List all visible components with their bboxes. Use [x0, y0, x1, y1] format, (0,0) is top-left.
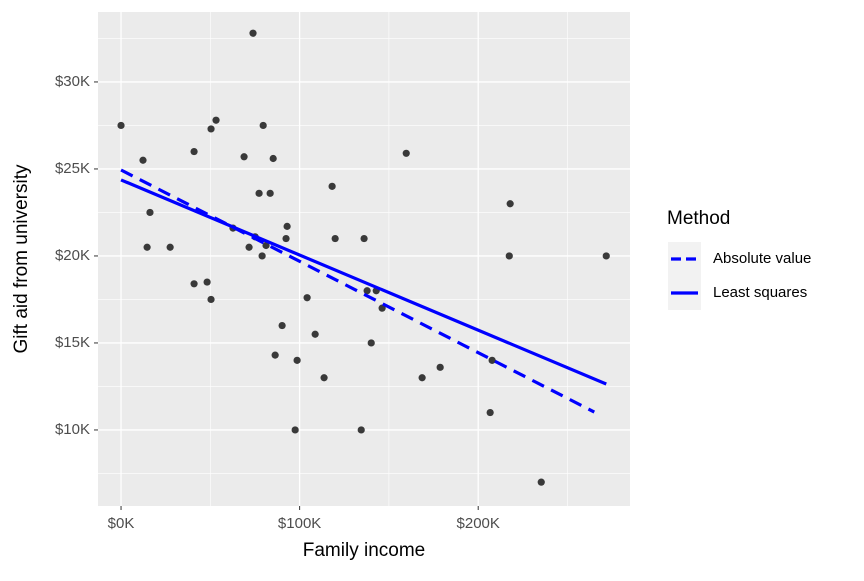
- legend-title: Method: [667, 208, 730, 229]
- point: [117, 121, 125, 130]
- point: [311, 330, 319, 338]
- legend-label: Absolute value: [713, 250, 811, 267]
- y-tick-label: $30K: [55, 73, 90, 90]
- legend-label: Least squares: [713, 284, 807, 301]
- point: [506, 200, 514, 208]
- point: [331, 234, 339, 243]
- point: [418, 374, 426, 382]
- x-tick-label: $0K: [108, 515, 135, 532]
- y-tick-label: $20K: [55, 247, 90, 264]
- point: [378, 304, 386, 312]
- point: [278, 321, 286, 330]
- point: [303, 294, 311, 302]
- point: [602, 252, 610, 260]
- x-tick-label: $200K: [457, 515, 500, 532]
- point: [357, 426, 365, 434]
- fit-line: [120, 178, 607, 386]
- point: [190, 280, 198, 288]
- point: [262, 241, 270, 250]
- y-axis-title: Gift aid from university: [11, 164, 32, 353]
- point: [293, 356, 301, 364]
- point: [328, 182, 336, 190]
- y-tick-label: $10K: [55, 421, 90, 438]
- point: [505, 252, 513, 260]
- point: [143, 243, 151, 251]
- point: [240, 153, 248, 161]
- grid: [98, 12, 630, 506]
- point: [402, 149, 410, 157]
- point: [282, 234, 290, 243]
- point: [486, 408, 494, 417]
- point: [146, 208, 154, 217]
- point: [537, 478, 545, 486]
- point: [166, 243, 174, 251]
- point: [488, 356, 496, 364]
- point: [367, 339, 375, 347]
- point: [245, 243, 253, 251]
- point: [271, 351, 279, 359]
- point: [291, 426, 299, 434]
- marks: [117, 29, 610, 486]
- point: [255, 189, 263, 197]
- fit-line: [120, 168, 596, 414]
- point: [283, 222, 291, 230]
- point: [269, 154, 277, 163]
- point: [360, 234, 368, 243]
- x-axis-title: Family income: [303, 540, 425, 561]
- x-tick-label: $100K: [278, 515, 321, 532]
- point: [363, 287, 371, 295]
- y-tick-label: $15K: [55, 334, 90, 351]
- point: [320, 374, 328, 382]
- point: [190, 147, 198, 156]
- panel: [98, 12, 630, 506]
- point: [139, 156, 147, 164]
- point: [207, 295, 215, 304]
- point: [203, 278, 211, 286]
- point: [207, 125, 215, 133]
- point: [259, 121, 267, 130]
- point: [266, 189, 274, 197]
- point: [436, 363, 444, 371]
- y-tick-label: $25K: [55, 160, 90, 177]
- point: [258, 252, 266, 260]
- point: [249, 29, 257, 37]
- point: [212, 116, 220, 124]
